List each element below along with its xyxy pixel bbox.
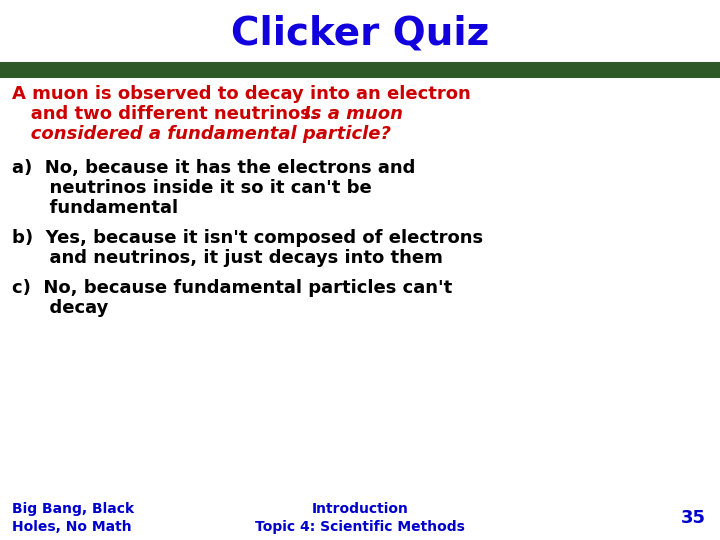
Text: considered a fundamental particle?: considered a fundamental particle? (12, 125, 391, 143)
Text: fundamental: fundamental (12, 199, 178, 217)
Text: Big Bang, Black
Holes, No Math: Big Bang, Black Holes, No Math (12, 502, 134, 534)
Text: Clicker Quiz: Clicker Quiz (231, 15, 489, 53)
Text: Introduction
Topic 4: Scientific Methods: Introduction Topic 4: Scientific Methods (255, 502, 465, 534)
Text: neutrinos inside it so it can't be: neutrinos inside it so it can't be (12, 179, 372, 197)
Text: Is a muon: Is a muon (304, 105, 403, 123)
Text: and two different neutrinos.: and two different neutrinos. (12, 105, 330, 123)
Text: and neutrinos, it just decays into them: and neutrinos, it just decays into them (12, 249, 443, 267)
Text: decay: decay (12, 299, 109, 317)
Text: 35: 35 (681, 509, 706, 527)
Text: a)  No, because it has the electrons and: a) No, because it has the electrons and (12, 159, 415, 177)
Text: b)  Yes, because it isn't composed of electrons: b) Yes, because it isn't composed of ele… (12, 229, 483, 247)
Text: c)  No, because fundamental particles can't: c) No, because fundamental particles can… (12, 279, 452, 297)
Text: A muon is observed to decay into an electron: A muon is observed to decay into an elec… (12, 85, 471, 103)
Bar (0, 62, 720, 78)
